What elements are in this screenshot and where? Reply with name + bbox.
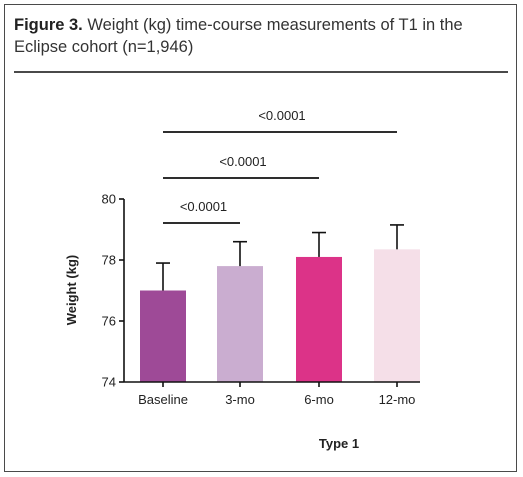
y-tick-label-74: 74 — [102, 375, 116, 390]
axes-layer: 74 76 78 80 Baseline 3-mo 6-mo 12-mo — [102, 192, 420, 407]
bars-layer — [140, 224, 420, 382]
x-tick-label-6-mo: 6-mo — [304, 392, 334, 407]
y-axis-title: Weight (kg) — [64, 255, 79, 326]
significance-label-6-mo: <0.0001 — [219, 154, 266, 169]
bar-6-mo — [296, 256, 342, 382]
bar-baseline — [140, 290, 186, 382]
y-tick-label-78: 78 — [102, 253, 116, 268]
significance-label-12-mo: <0.0001 — [258, 108, 305, 123]
y-tick-label-80: 80 — [102, 192, 116, 207]
y-tick-label-76: 76 — [102, 314, 116, 329]
significance-layer: <0.0001 <0.0001 <0.0001 — [163, 108, 397, 224]
x-tick-label-12-mo: 12-mo — [379, 392, 416, 407]
figure-caption: Figure 3. Weight (kg) time-course measur… — [14, 14, 508, 58]
x-axis-title: Type 1 — [319, 436, 359, 451]
figure-frame — [4, 4, 517, 472]
figure-caption-text: Weight (kg) time-course measurements of … — [14, 16, 463, 56]
bar-3-mo — [217, 266, 263, 382]
caption-divider — [14, 71, 508, 73]
x-tick-label-3-mo: 3-mo — [225, 392, 255, 407]
x-tick-label-baseline: Baseline — [138, 392, 188, 407]
figure-label: Figure 3. — [14, 16, 83, 34]
bar-12-mo — [374, 249, 420, 382]
significance-label-3-mo: <0.0001 — [180, 199, 227, 214]
